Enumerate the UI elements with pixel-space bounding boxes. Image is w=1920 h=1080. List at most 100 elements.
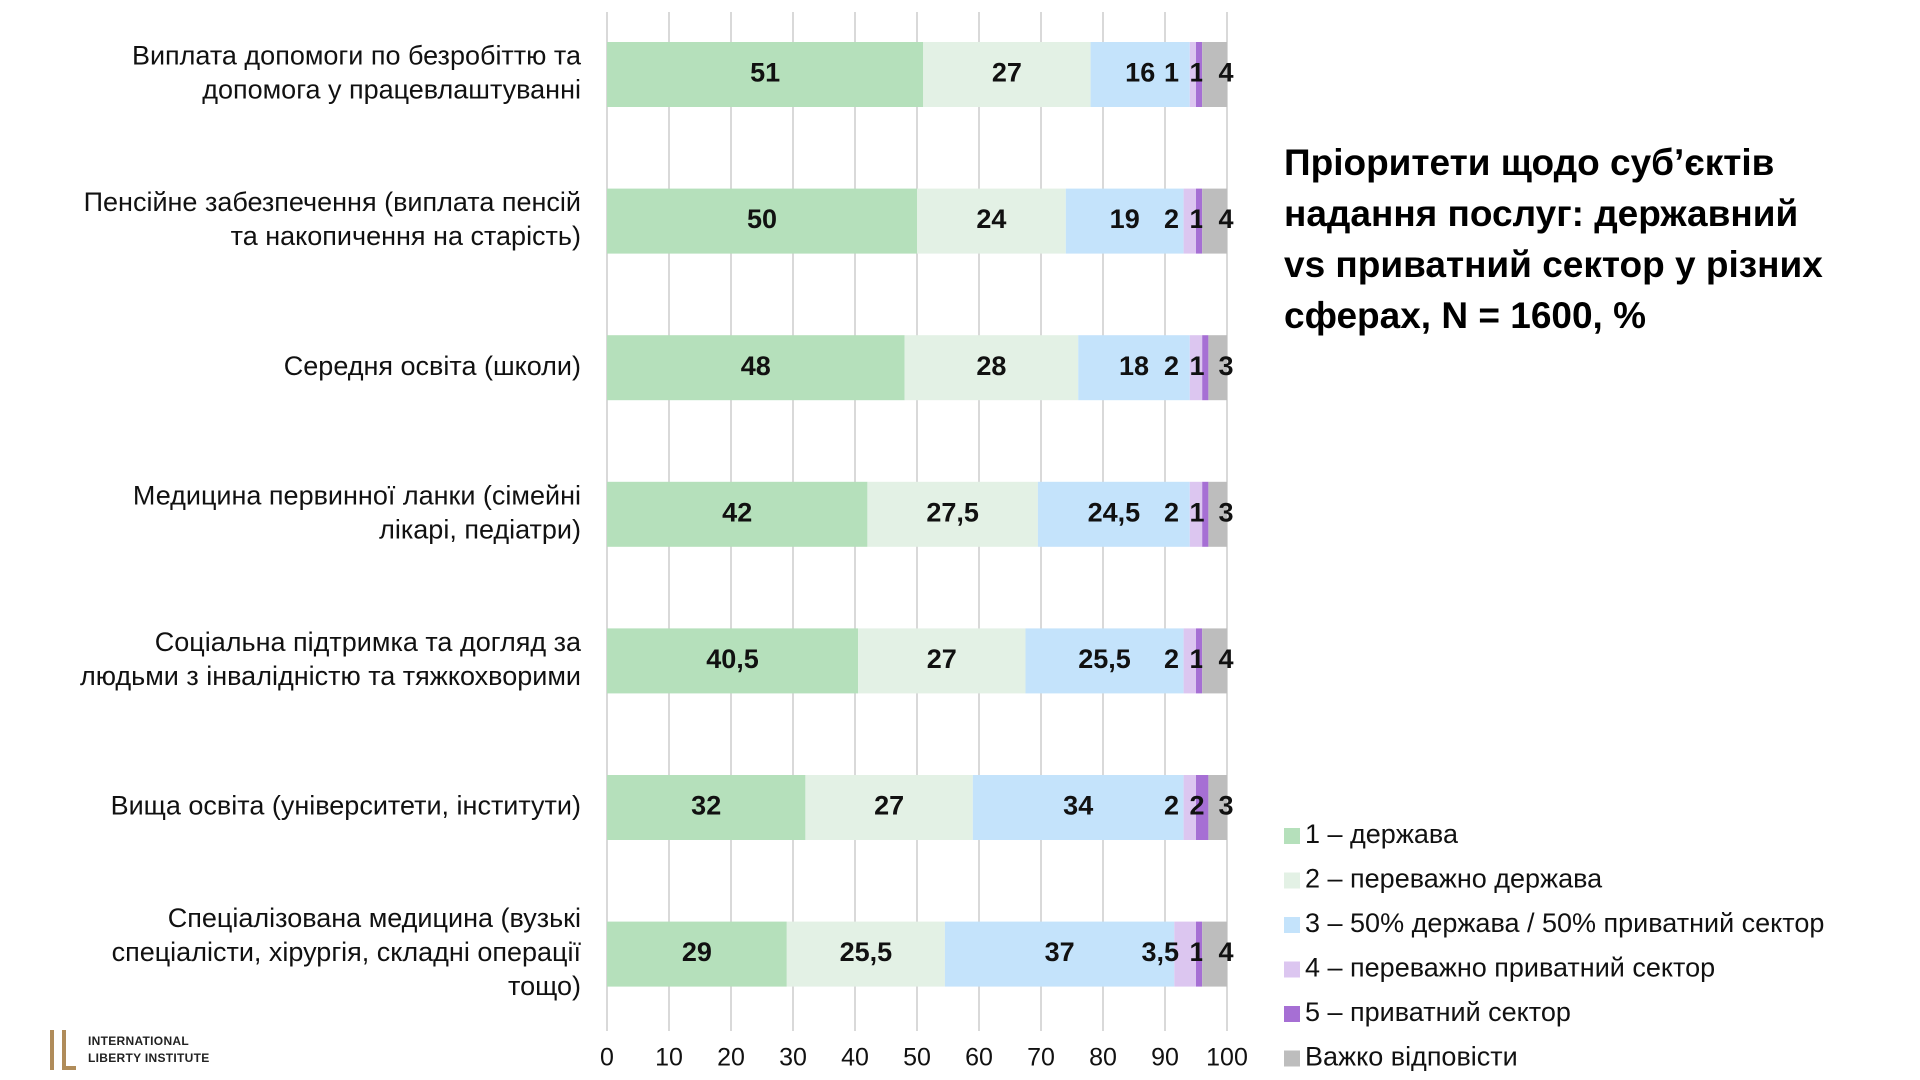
- bar-segment: [1189, 42, 1196, 107]
- x-tick-label: 20: [717, 1044, 745, 1072]
- legend-swatch: [1284, 917, 1300, 933]
- legend-swatch: [1284, 828, 1300, 844]
- logo-mark: [62, 1030, 66, 1070]
- data-label: 4: [1218, 58, 1233, 88]
- bar-segment: [1202, 335, 1209, 401]
- bar-segment: [1189, 481, 1203, 547]
- bar-segment: [1078, 335, 1190, 401]
- data-label: 48: [741, 351, 771, 381]
- bar-segment: [1202, 481, 1209, 547]
- category-label: Виплата допомоги по безробіттю та: [132, 41, 582, 71]
- bar-segment: [904, 335, 1079, 401]
- legend-label: 3 – 50% держава / 50% приватний сектор: [1305, 908, 1824, 938]
- bar-segment: [607, 42, 924, 107]
- bar-segment: [1202, 921, 1227, 987]
- bar-segment: [1208, 335, 1227, 401]
- chart-title: надання послуг: державний: [1284, 193, 1798, 234]
- bar-segment: [1202, 188, 1227, 254]
- bar-segment: [607, 481, 868, 547]
- data-label: 42: [722, 497, 752, 527]
- category-label: Соціальна підтримка та догляд за: [155, 627, 582, 657]
- data-label: 19: [1110, 204, 1140, 234]
- logo: INTERNATIONAL LIBERTY INSTITUTE: [50, 1030, 210, 1070]
- data-label: 34: [1063, 791, 1093, 821]
- x-tick-label: 50: [903, 1044, 931, 1072]
- category-label: Середня освіта (школи): [284, 351, 581, 381]
- data-label: 32: [691, 791, 721, 821]
- bar-segment: [1183, 775, 1196, 840]
- x-tick-label: 60: [965, 1044, 993, 1072]
- data-label: 1: [1189, 351, 1204, 381]
- data-label: 27: [874, 791, 904, 821]
- logo-text: LIBERTY INSTITUTE: [88, 1051, 210, 1065]
- bar-segment: [607, 628, 859, 694]
- legend-label: 5 – приватний сектор: [1305, 997, 1571, 1027]
- bar-segment: [607, 921, 787, 987]
- data-label: 1: [1164, 58, 1179, 88]
- bar-segment: [607, 775, 806, 840]
- data-label: 24: [976, 204, 1006, 234]
- x-tick-label: 70: [1027, 1044, 1055, 1072]
- data-label: 25,5: [840, 937, 893, 967]
- data-label: 1: [1189, 937, 1204, 967]
- legend-label: 2 – переважно держава: [1305, 864, 1603, 894]
- data-label: 37: [1045, 937, 1075, 967]
- bar-segment: [1196, 628, 1203, 694]
- bar-segment: [1202, 42, 1227, 107]
- data-label: 2: [1164, 351, 1179, 381]
- category-label: Пенсійне забезпечення (виплата пенсій: [84, 187, 581, 217]
- legend-swatch: [1284, 961, 1300, 978]
- data-label: 1: [1189, 58, 1204, 88]
- data-label: 29: [682, 937, 712, 967]
- bar-segment: [1183, 188, 1196, 254]
- data-label: 25,5: [1078, 644, 1131, 674]
- bar-segment: [786, 921, 945, 987]
- data-label: 1: [1189, 497, 1204, 527]
- x-tick-label: 0: [600, 1044, 614, 1072]
- bar-segment: [858, 628, 1026, 694]
- data-label: 27,5: [926, 497, 979, 527]
- category-label: Спеціалізована медицина (вузькі: [168, 903, 581, 933]
- data-label: 1: [1189, 204, 1204, 234]
- data-label: 1: [1189, 644, 1204, 674]
- bar-segment: [1065, 188, 1184, 254]
- bar-segment: [1196, 921, 1203, 987]
- category-label: Медицина первинної ланки (сімейні: [133, 480, 581, 510]
- data-label: 16: [1125, 58, 1155, 88]
- data-label: 51: [750, 58, 780, 88]
- data-label: 27: [992, 58, 1022, 88]
- legend-label: 4 – переважно приватний сектор: [1305, 953, 1715, 983]
- x-tick-label: 30: [779, 1044, 807, 1072]
- bar-segment: [917, 188, 1066, 254]
- bar-segment: [1189, 335, 1203, 401]
- x-tick-label: 90: [1151, 1044, 1179, 1072]
- legend-label: Важко відповісти: [1305, 1042, 1518, 1072]
- category-label: Вища освіта (університети, інститути): [111, 791, 581, 821]
- data-label: 2: [1164, 204, 1179, 234]
- bar-segment: [867, 481, 1038, 547]
- category-label: та накопичення на старість): [231, 221, 581, 251]
- logo-text: INTERNATIONAL: [88, 1034, 189, 1048]
- data-label: 2: [1164, 791, 1179, 821]
- data-label: 3: [1218, 497, 1233, 527]
- data-label: 3,5: [1141, 937, 1179, 967]
- chart-title: Пріоритети щодо суб’єктів: [1284, 142, 1774, 183]
- legend-swatch: [1284, 1006, 1300, 1022]
- bar-segment: [1202, 628, 1227, 694]
- data-label: 4: [1218, 204, 1233, 234]
- category-label: допомога у працевлаштуванні: [202, 75, 581, 105]
- data-label: 24,5: [1088, 497, 1141, 527]
- legend-swatch: [1284, 872, 1300, 889]
- data-label: 2: [1164, 497, 1179, 527]
- bar-segment: [1196, 775, 1209, 840]
- data-label: 3: [1218, 791, 1233, 821]
- data-label: 2: [1189, 791, 1204, 821]
- chart-title: сферах, N = 1600, %: [1284, 295, 1646, 336]
- x-tick-label: 100: [1206, 1044, 1248, 1072]
- data-label: 50: [747, 204, 777, 234]
- data-label: 3: [1218, 351, 1233, 381]
- data-label: 27: [927, 644, 957, 674]
- x-tick-label: 40: [841, 1044, 869, 1072]
- bar-segment: [923, 42, 1091, 107]
